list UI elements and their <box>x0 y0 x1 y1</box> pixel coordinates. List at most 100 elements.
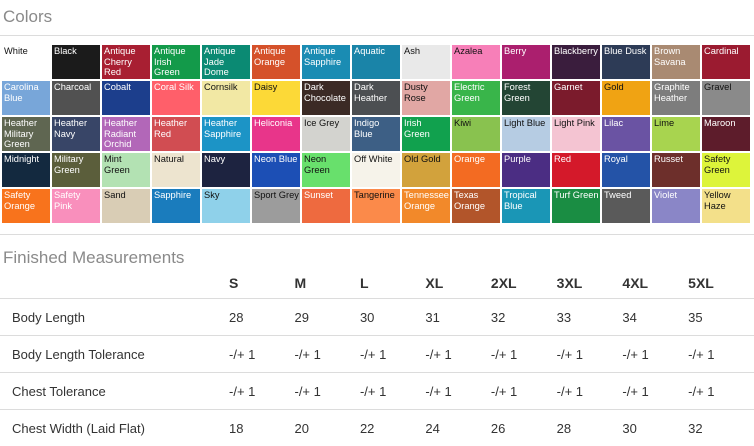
color-swatch-heather-navy[interactable]: Heather Navy <box>52 117 100 151</box>
color-swatch-graphite-heather[interactable]: Graphite Heather <box>652 81 700 115</box>
color-swatch-yellow-haze[interactable]: Yellow Haze <box>702 189 750 223</box>
color-swatch-turf-green[interactable]: Turf Green <box>552 189 600 223</box>
color-swatch-indigo-blue[interactable]: Indigo Blue <box>352 117 400 151</box>
color-swatch-light-blue[interactable]: Light Blue <box>502 117 550 151</box>
measurement-value: -/+ 1 <box>622 373 688 410</box>
measurement-label: Chest Width (Laid Flat) <box>0 410 229 446</box>
color-swatch-sport-grey[interactable]: Sport Grey <box>252 189 300 223</box>
color-swatch-sapphire[interactable]: Sapphire <box>152 189 200 223</box>
color-swatch-heather-red[interactable]: Heather Red <box>152 117 200 151</box>
color-swatch-maroon[interactable]: Maroon <box>702 117 750 151</box>
color-swatch-texas-orange[interactable]: Texas Orange <box>452 189 500 223</box>
color-swatch-ice-grey[interactable]: Ice Grey <box>302 117 350 151</box>
color-swatch-midnight[interactable]: Midnight <box>2 153 50 187</box>
color-swatch-daisy[interactable]: Daisy <box>252 81 300 115</box>
color-swatch-lime[interactable]: Lime <box>652 117 700 151</box>
color-swatch-electric-green[interactable]: Electric Green <box>452 81 500 115</box>
color-swatch-black[interactable]: Black <box>52 45 100 79</box>
color-swatch-white[interactable]: White <box>2 45 50 79</box>
color-swatch-neon-green[interactable]: Neon Green <box>302 153 350 187</box>
color-swatch-neon-blue[interactable]: Neon Blue <box>252 153 300 187</box>
color-swatch-antique-cherry-red[interactable]: Antique Cherry Red <box>102 45 150 79</box>
color-swatch-natural[interactable]: Natural <box>152 153 200 187</box>
color-swatch-charcoal[interactable]: Charcoal <box>52 81 100 115</box>
color-swatch-safety-orange[interactable]: Safety Orange <box>2 189 50 223</box>
color-swatch-brown-savana[interactable]: Brown Savana <box>652 45 700 79</box>
color-swatch-irish-green[interactable]: Irish Green <box>402 117 450 151</box>
color-swatch-cardinal[interactable]: Cardinal <box>702 45 750 79</box>
measurement-value: -/+ 1 <box>557 373 623 410</box>
color-swatch-russet[interactable]: Russet <box>652 153 700 187</box>
color-swatch-antique-orange[interactable]: Antique Orange <box>252 45 300 79</box>
color-swatch-antique-sapphire[interactable]: Antique Sapphire <box>302 45 350 79</box>
color-swatch-sunset[interactable]: Sunset <box>302 189 350 223</box>
color-swatch-cobalt[interactable]: Cobalt <box>102 81 150 115</box>
color-swatch-aquatic[interactable]: Aquatic <box>352 45 400 79</box>
color-swatch-sky[interactable]: Sky <box>202 189 250 223</box>
color-swatch-military-green[interactable]: Military Green <box>52 153 100 187</box>
color-swatch-ash[interactable]: Ash <box>402 45 450 79</box>
color-swatch-sand[interactable]: Sand <box>102 189 150 223</box>
color-swatch-azalea[interactable]: Azalea <box>452 45 500 79</box>
color-swatch-tropical-blue[interactable]: Tropical Blue <box>502 189 550 223</box>
color-swatch-blackberry[interactable]: Blackberry <box>552 45 600 79</box>
measurement-row: Body Length Tolerance-/+ 1-/+ 1-/+ 1-/+ … <box>0 336 754 373</box>
color-swatch-antique-irish-green[interactable]: Antique Irish Green <box>152 45 200 79</box>
color-swatch-violet[interactable]: Violet <box>652 189 700 223</box>
color-swatch-dusty-rose[interactable]: Dusty Rose <box>402 81 450 115</box>
color-swatch-coral-silk[interactable]: Coral Silk <box>152 81 200 115</box>
measurement-value: 24 <box>425 410 491 446</box>
color-swatch-royal[interactable]: Royal <box>602 153 650 187</box>
measurement-value: -/+ 1 <box>229 336 294 373</box>
color-swatch-off-white[interactable]: Off White <box>352 153 400 187</box>
color-swatch-mint-green[interactable]: Mint Green <box>102 153 150 187</box>
color-swatch-kiwi[interactable]: Kiwi <box>452 117 500 151</box>
size-header-l: L <box>360 268 425 299</box>
color-swatch-gravel[interactable]: Gravel <box>702 81 750 115</box>
measurement-value: 18 <box>229 410 294 446</box>
measurement-value: -/+ 1 <box>425 336 491 373</box>
color-swatch-old-gold[interactable]: Old Gold <box>402 153 450 187</box>
size-header-xl: XL <box>425 268 491 299</box>
color-swatch-orange[interactable]: Orange <box>452 153 500 187</box>
measurement-value: 20 <box>294 410 359 446</box>
color-swatch-carolina-blue[interactable]: Carolina Blue <box>2 81 50 115</box>
color-swatch-antique-jade-dome[interactable]: Antique Jade Dome <box>202 45 250 79</box>
color-swatch-safety-green[interactable]: Safety Green <box>702 153 750 187</box>
color-swatch-lilac[interactable]: Lilac <box>602 117 650 151</box>
color-swatch-berry[interactable]: Berry <box>502 45 550 79</box>
size-header-m: M <box>294 268 359 299</box>
color-swatch-purple[interactable]: Purple <box>502 153 550 187</box>
color-swatch-tangerine[interactable]: Tangerine <box>352 189 400 223</box>
measurement-value: -/+ 1 <box>229 373 294 410</box>
color-swatch-heliconia[interactable]: Heliconia <box>252 117 300 151</box>
color-swatch-safety-pink[interactable]: Safety Pink <box>52 189 100 223</box>
color-swatch-navy[interactable]: Navy <box>202 153 250 187</box>
color-swatch-dark-heather[interactable]: Dark Heather <box>352 81 400 115</box>
measurement-value: -/+ 1 <box>688 373 754 410</box>
measurement-value: 33 <box>557 299 623 336</box>
measurement-label: Body Length <box>0 299 229 336</box>
color-swatch-heather-sapphire[interactable]: Heather Sapphire <box>202 117 250 151</box>
color-swatch-heather-radiant-orchid[interactable]: Heather Radiant Orchid <box>102 117 150 151</box>
color-swatch-dark-chocolate[interactable]: Dark Chocolate <box>302 81 350 115</box>
color-swatch-blue-dusk[interactable]: Blue Dusk <box>602 45 650 79</box>
color-swatch-gold[interactable]: Gold <box>602 81 650 115</box>
color-swatch-light-pink[interactable]: Light Pink <box>552 117 600 151</box>
color-swatch-heather-military-green[interactable]: Heather Military Green <box>2 117 50 151</box>
color-swatch-tennessee-orange[interactable]: Tennessee Orange <box>402 189 450 223</box>
color-swatch-red[interactable]: Red <box>552 153 600 187</box>
color-swatch-cornsilk[interactable]: Cornsilk <box>202 81 250 115</box>
measurement-value: 26 <box>491 410 557 446</box>
measurement-value: 34 <box>622 299 688 336</box>
color-swatch-forest-green[interactable]: Forest Green <box>502 81 550 115</box>
size-header-2xl: 2XL <box>491 268 557 299</box>
color-swatch-tweed[interactable]: Tweed <box>602 189 650 223</box>
measurement-value: -/+ 1 <box>557 336 623 373</box>
measurement-label: Body Length Tolerance <box>0 336 229 373</box>
color-swatch-garnet[interactable]: Garnet <box>552 81 600 115</box>
measurement-value: -/+ 1 <box>622 336 688 373</box>
